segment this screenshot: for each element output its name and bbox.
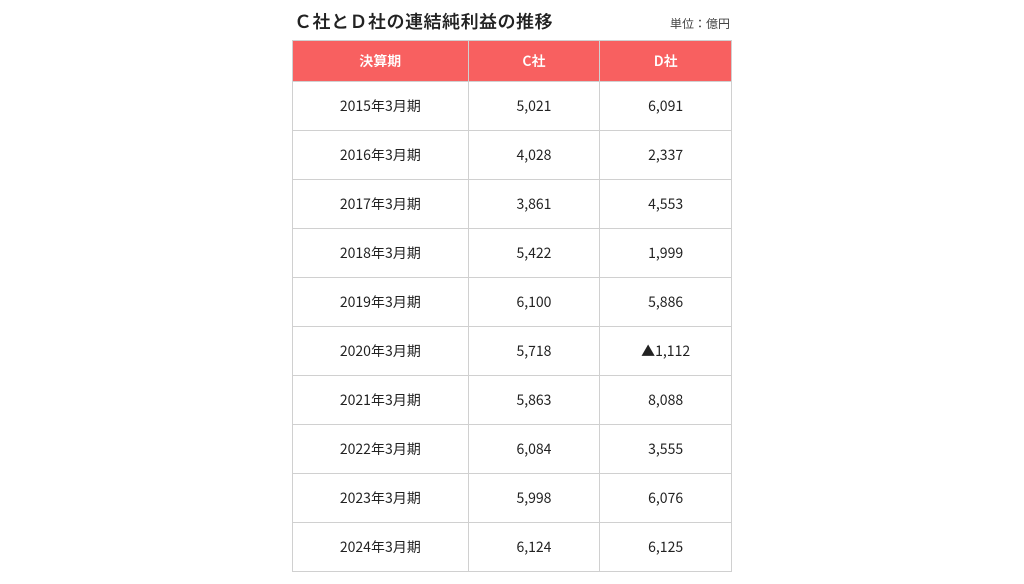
header-row: 決算期 C社 D社 [293,41,732,82]
cell-company-d: 1,999 [600,229,732,278]
cell-period: 2016年3月期 [293,131,469,180]
col-company-d: D社 [600,41,732,82]
cell-company-c: 5,998 [468,474,600,523]
cell-company-d: ▲1,112 [600,327,732,376]
cell-company-d: 8,088 [600,376,732,425]
table-row: 2017年3月期3,8614,553 [293,180,732,229]
profit-table: 決算期 C社 D社 2015年3月期5,0216,0912016年3月期4,02… [292,40,732,572]
table-row: 2019年3月期6,1005,886 [293,278,732,327]
cell-company-d: 2,337 [600,131,732,180]
table-container: Ｃ社とＤ社の連結純利益の推移 単位：億円 決算期 C社 D社 2015年3月期5… [292,8,732,572]
cell-period: 2018年3月期 [293,229,469,278]
cell-company-c: 3,861 [468,180,600,229]
table-row: 2022年3月期6,0843,555 [293,425,732,474]
table-row: 2023年3月期5,9986,076 [293,474,732,523]
cell-period: 2019年3月期 [293,278,469,327]
cell-period: 2017年3月期 [293,180,469,229]
cell-company-d: 6,125 [600,523,732,572]
cell-period: 2020年3月期 [293,327,469,376]
cell-company-d: 4,553 [600,180,732,229]
cell-company-c: 6,084 [468,425,600,474]
cell-company-c: 6,124 [468,523,600,572]
col-company-c: C社 [468,41,600,82]
cell-company-c: 5,422 [468,229,600,278]
cell-period: 2021年3月期 [293,376,469,425]
unit-label: 単位：億円 [670,15,730,32]
cell-period: 2024年3月期 [293,523,469,572]
cell-company-d: 6,076 [600,474,732,523]
cell-company-c: 5,718 [468,327,600,376]
cell-period: 2023年3月期 [293,474,469,523]
table-row: 2018年3月期5,4221,999 [293,229,732,278]
table-row: 2020年3月期5,718▲1,112 [293,327,732,376]
table-row: 2015年3月期5,0216,091 [293,82,732,131]
col-period: 決算期 [293,41,469,82]
cell-period: 2022年3月期 [293,425,469,474]
table-row: 2024年3月期6,1246,125 [293,523,732,572]
cell-company-d: 5,886 [600,278,732,327]
cell-company-c: 5,021 [468,82,600,131]
cell-company-c: 5,863 [468,376,600,425]
cell-company-d: 6,091 [600,82,732,131]
table-row: 2021年3月期5,8638,088 [293,376,732,425]
cell-company-c: 6,100 [468,278,600,327]
cell-company-d: 3,555 [600,425,732,474]
table-row: 2016年3月期4,0282,337 [293,131,732,180]
title-bar: Ｃ社とＤ社の連結純利益の推移 単位：億円 [292,8,732,40]
cell-period: 2015年3月期 [293,82,469,131]
table-title: Ｃ社とＤ社の連結純利益の推移 [294,8,553,34]
cell-company-c: 4,028 [468,131,600,180]
